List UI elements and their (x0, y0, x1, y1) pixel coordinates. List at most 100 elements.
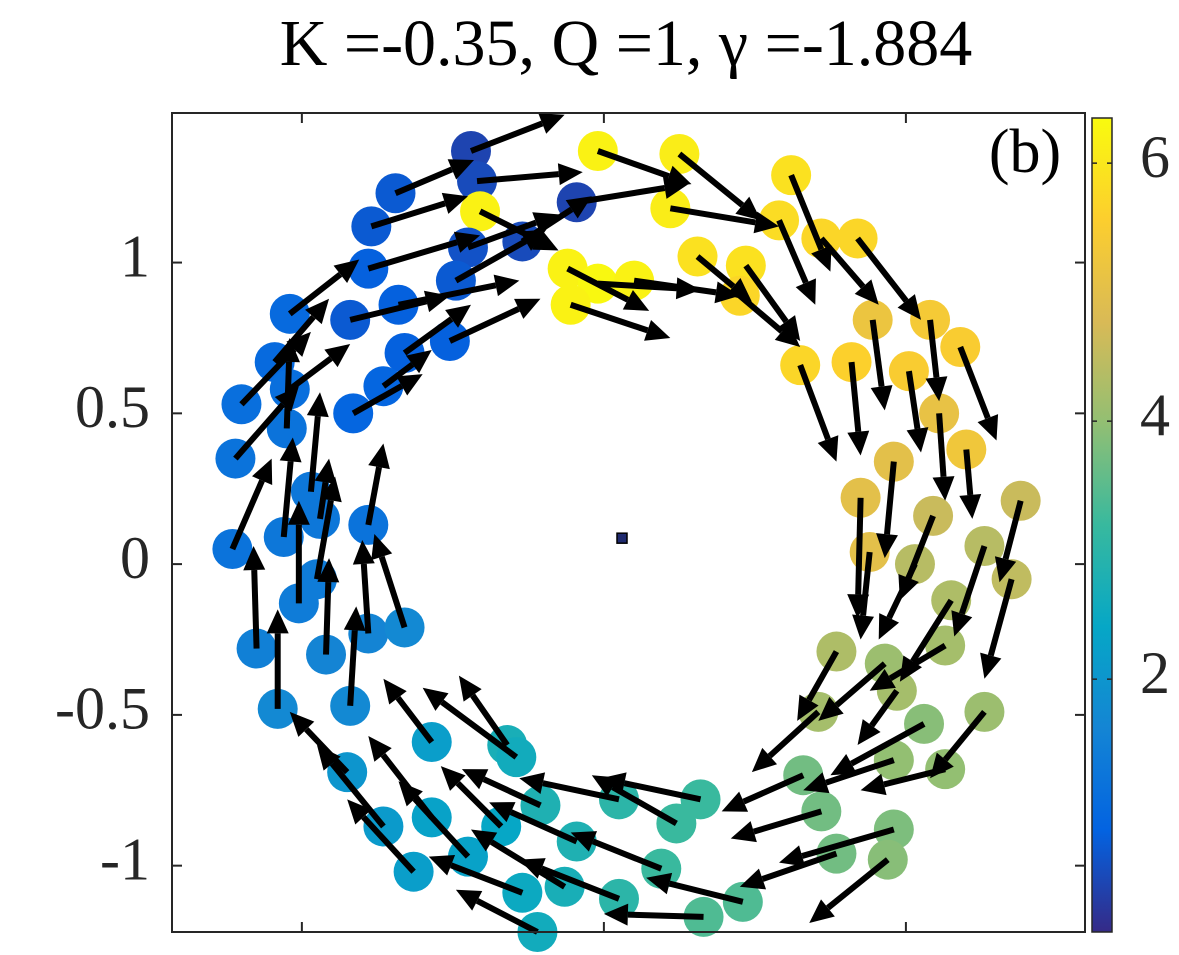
arrow-head (795, 278, 816, 305)
arrow-shaft (788, 173, 825, 251)
arrow-shaft (848, 361, 862, 432)
arrow-head (514, 298, 541, 319)
arrow-shaft (797, 364, 831, 441)
arrow-shaft (351, 383, 404, 416)
arrow-head (565, 196, 592, 219)
arrow (779, 826, 895, 867)
arrow-shaft (395, 695, 435, 744)
arrow-shaft (229, 479, 265, 551)
arrow-head (368, 735, 392, 762)
arrow-shaft (576, 185, 666, 206)
arrow (566, 265, 650, 311)
arrow (852, 551, 875, 640)
arrow-shaft (482, 776, 542, 809)
arrow-head (665, 165, 692, 187)
arrow-shaft (761, 850, 838, 882)
arrow (519, 858, 621, 902)
arrow (454, 229, 547, 284)
arrow-shaft (627, 911, 704, 920)
arrow-head (730, 821, 757, 843)
arrow-shaft (987, 578, 1015, 657)
arrow-head (324, 343, 351, 368)
arrow-head (852, 614, 875, 640)
arrow (370, 192, 468, 230)
arrow-head (422, 687, 449, 711)
arrow-head (455, 889, 483, 911)
arrow (489, 802, 578, 845)
arrow (316, 745, 386, 829)
arrow-shaft (566, 265, 630, 303)
y-tick-label: 1 (120, 223, 150, 289)
arrow-head (352, 539, 375, 565)
arrow-shaft (910, 598, 954, 664)
arrow-head (489, 802, 516, 823)
arrow-head (532, 212, 559, 233)
arrow (603, 903, 704, 926)
arrow (397, 274, 520, 308)
arrow-head (818, 696, 844, 721)
arrow (466, 212, 559, 251)
arrow (994, 500, 1024, 583)
arrow (383, 678, 435, 744)
arrow-shaft (381, 361, 415, 389)
arrow-shaft (884, 461, 897, 535)
arrow-head (739, 868, 767, 890)
arrow (314, 458, 337, 520)
arrow (646, 872, 744, 905)
arrow-head (286, 331, 311, 357)
arrow-shaft (251, 569, 260, 649)
arrow-shaft (623, 780, 702, 803)
arrow-head (347, 799, 372, 825)
arrow-shaft (455, 780, 504, 829)
arrow (797, 650, 840, 721)
arrow (365, 443, 390, 526)
arrow-head (305, 298, 330, 325)
arrow (287, 343, 351, 392)
arrow-shaft (378, 555, 408, 629)
arrow (422, 687, 519, 760)
arrow (797, 364, 839, 462)
arrow-shaft (476, 171, 560, 185)
arrow-head (405, 350, 432, 374)
arrow-head (266, 609, 289, 634)
arrow-shaft (668, 880, 744, 905)
arrow-shaft (314, 499, 334, 580)
center-marker (616, 532, 628, 544)
y-tick-label: -0.5 (55, 676, 150, 742)
arrow-shaft (283, 361, 292, 429)
arrow-head (869, 668, 896, 691)
arrow-head (925, 376, 948, 402)
arrow-shaft (942, 709, 987, 762)
arrow-head (333, 259, 360, 283)
arrow (677, 151, 761, 221)
arrow-shaft (752, 808, 823, 835)
arrow-head (287, 500, 310, 525)
arrow-head (519, 858, 546, 879)
arrow-shaft (470, 693, 510, 747)
arrow-head (751, 747, 778, 773)
arrow-shaft (540, 865, 621, 902)
arrow-shaft (591, 838, 663, 872)
arrow-head (306, 392, 329, 418)
arrow (458, 675, 510, 747)
arrow (570, 831, 663, 872)
arrow-head (603, 903, 629, 926)
arrow-shaft (927, 319, 940, 378)
arrow-head (779, 845, 806, 867)
arrow (600, 772, 702, 803)
arrow (287, 500, 310, 604)
arrow-head (646, 872, 673, 895)
arrow (869, 319, 893, 411)
arrow-head (870, 385, 893, 411)
arrow-head (854, 279, 879, 305)
arrow-shaft (307, 415, 321, 493)
arrow-shaft (737, 293, 784, 334)
arrow (476, 163, 583, 186)
panel-label: (b) (989, 118, 1061, 186)
arrow (455, 889, 539, 935)
arrow (371, 533, 408, 629)
arrow-head (538, 113, 565, 134)
arrow-shaft (287, 355, 333, 392)
arrow (277, 337, 300, 429)
arrow-head (878, 613, 900, 640)
